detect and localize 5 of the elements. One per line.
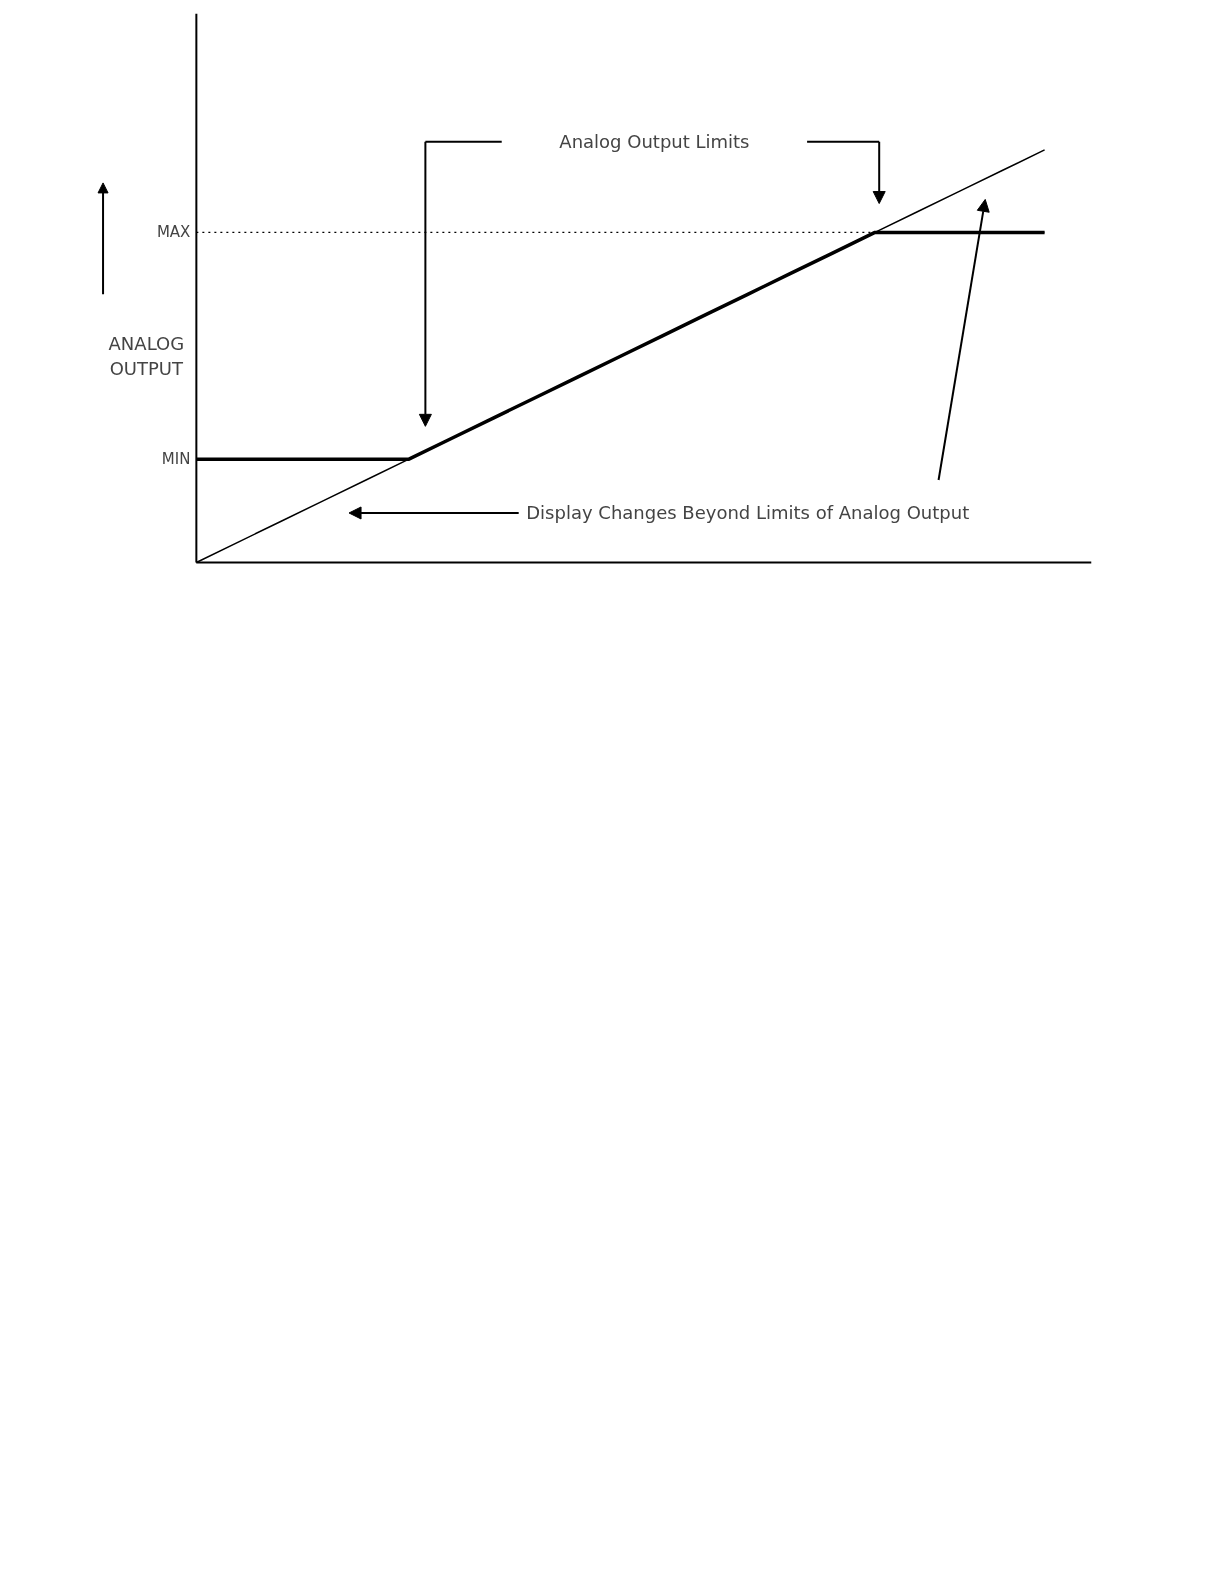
annotation: Display Changes Beyond Limits of Analog Output [526,502,970,524]
text: MIN [161,450,191,469]
ref-line-label: MAX [156,223,191,242]
y-axis-title: ANALOG OUTPUT [108,333,185,380]
annotation: Analog Output Limits [559,131,750,153]
